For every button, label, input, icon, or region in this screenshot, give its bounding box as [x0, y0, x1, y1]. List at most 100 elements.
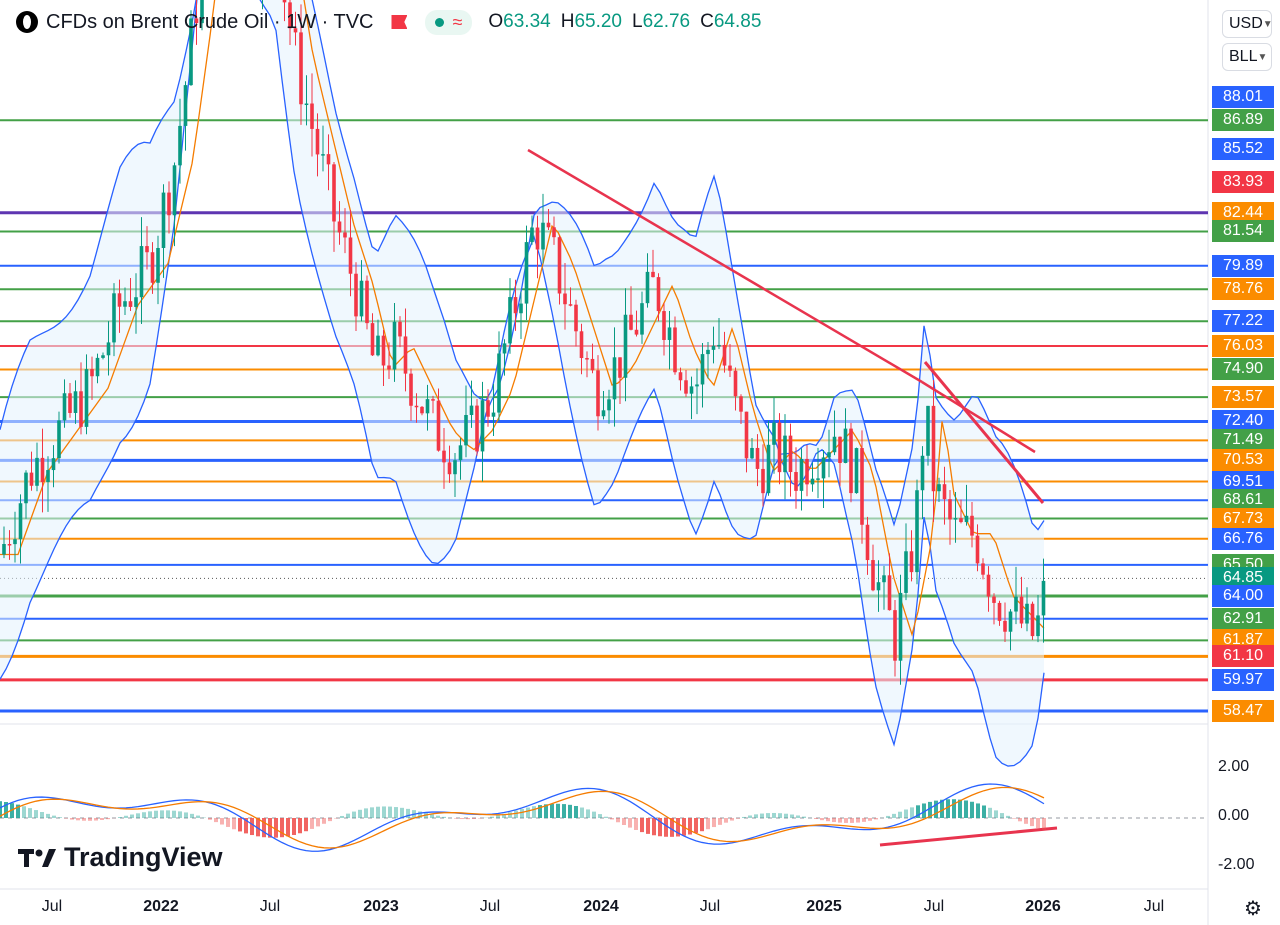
macd-histogram-bar: [460, 818, 464, 820]
macd-histogram-bar: [382, 806, 386, 818]
candle-body: [799, 458, 804, 491]
price-axis-label: 72.40: [1212, 410, 1274, 433]
macd-histogram-bar: [826, 818, 830, 822]
candle-body: [381, 335, 386, 366]
macd-histogram-bar: [952, 799, 956, 818]
macd-histogram-bar: [166, 810, 170, 818]
time-axis-label: 2025: [806, 898, 842, 915]
candle-body: [728, 365, 732, 371]
candle-body: [953, 518, 958, 520]
macd-histogram-bar: [286, 818, 290, 837]
price-axis-label: 82.44: [1212, 201, 1274, 224]
candle-body: [370, 323, 375, 356]
candle-body: [392, 321, 397, 370]
candle-body: [805, 458, 809, 485]
symbol-title[interactable]: CFDs on Brent Crude Oil · 1W · TVC: [46, 10, 374, 33]
macd-histogram-bar: [892, 813, 896, 818]
flag-icon[interactable]: [391, 15, 408, 29]
trendline-descending: [527, 148, 923, 384]
candle-body: [172, 165, 177, 216]
candle-body: [178, 125, 182, 166]
macd-histogram-bar: [772, 812, 776, 818]
candle-body: [354, 273, 358, 317]
price-axis-label: 83.93: [1212, 170, 1274, 193]
macd-histogram-bar: [742, 816, 746, 818]
candle-body: [447, 462, 452, 475]
candle-body: [101, 355, 105, 358]
time-axis-label: Jul: [259, 898, 281, 915]
candle-body: [409, 373, 413, 406]
candle-body: [541, 222, 545, 250]
candle-body: [332, 164, 336, 222]
approx-icon: ≈: [452, 11, 463, 32]
candle-body: [57, 420, 61, 459]
macd-histogram-bar: [646, 818, 650, 834]
candle-body: [365, 280, 369, 324]
trendline-steep: [923, 361, 1045, 504]
settings-gear-icon[interactable]: ⚙: [1244, 898, 1262, 920]
macd-histogram-bar: [718, 818, 722, 825]
price-axis-label: 64.85: [1212, 567, 1274, 590]
candle-body: [293, 28, 298, 33]
price-axis-label: 59.97: [1212, 668, 1274, 691]
macd-histogram-bar: [814, 818, 818, 820]
price-axis-label: 71.49: [1212, 429, 1274, 452]
ohlc-open-key: O: [488, 11, 504, 32]
candle-body: [84, 369, 89, 427]
candle-body: [843, 428, 848, 464]
candle-body: [733, 370, 738, 397]
candle-body: [315, 128, 320, 155]
macd-histogram-bar: [988, 807, 992, 818]
macd-histogram-bar: [418, 811, 422, 818]
candle-body: [403, 336, 408, 374]
macd-histogram-bar: [178, 811, 182, 818]
macd-histogram-bar: [958, 799, 962, 818]
macd-histogram-bar: [466, 818, 470, 820]
macd-histogram-bar: [226, 818, 230, 827]
candle-body: [337, 221, 342, 233]
candle-body: [13, 539, 17, 545]
macd-histogram-bar: [526, 807, 530, 818]
currency-select[interactable]: USD ▼: [1222, 10, 1273, 38]
candle-body: [997, 602, 1002, 621]
unit-select[interactable]: BLL ▼: [1222, 43, 1272, 71]
status-pill[interactable]: ≈: [425, 9, 473, 35]
macd-histogram-bar: [766, 813, 770, 818]
time-axis-label: Jul: [41, 898, 63, 915]
candle-body: [398, 321, 402, 337]
candle-body: [73, 391, 78, 413]
macd-histogram-bar: [502, 813, 506, 818]
price-axis-label: 64.00: [1212, 585, 1274, 608]
candle-body: [986, 574, 991, 597]
candle-body: [750, 447, 754, 459]
macd-histogram-bar: [532, 806, 536, 818]
macd-histogram-bar: [1012, 818, 1016, 819]
macd-histogram-bar: [1024, 818, 1028, 824]
macd-histogram-bar: [886, 815, 890, 818]
bollinger-upper-line: [0, 0, 1045, 531]
candle-body: [546, 222, 551, 228]
macd-histogram-bar: [928, 801, 932, 818]
macd-histogram-bar: [778, 813, 782, 818]
candle-body: [596, 370, 600, 417]
tradingview-logo[interactable]: TradingView: [18, 842, 223, 873]
candle-body: [150, 252, 155, 283]
candle-body: [200, 0, 204, 24]
macd-histogram-bar: [346, 813, 350, 818]
price-axis-label: 70.53: [1212, 449, 1274, 472]
macd-histogram-bar: [28, 808, 32, 818]
ohlc-values: O63.34 H65.20 L62.76 C64.85: [488, 11, 761, 33]
macd-histogram-bar: [784, 813, 788, 818]
macd-histogram-bar: [190, 813, 194, 818]
candle-body: [497, 353, 501, 413]
candle-body: [524, 242, 529, 304]
macd-histogram-bar: [604, 816, 608, 818]
ohlc-open-value: 63.34: [503, 11, 551, 32]
candle-body: [898, 592, 903, 661]
candle-body: [717, 344, 721, 347]
candle-body: [46, 470, 50, 483]
macd-histogram-bar: [328, 818, 332, 822]
tradingview-logo-icon: [18, 848, 56, 867]
ohlc-low-key: L: [631, 11, 643, 32]
